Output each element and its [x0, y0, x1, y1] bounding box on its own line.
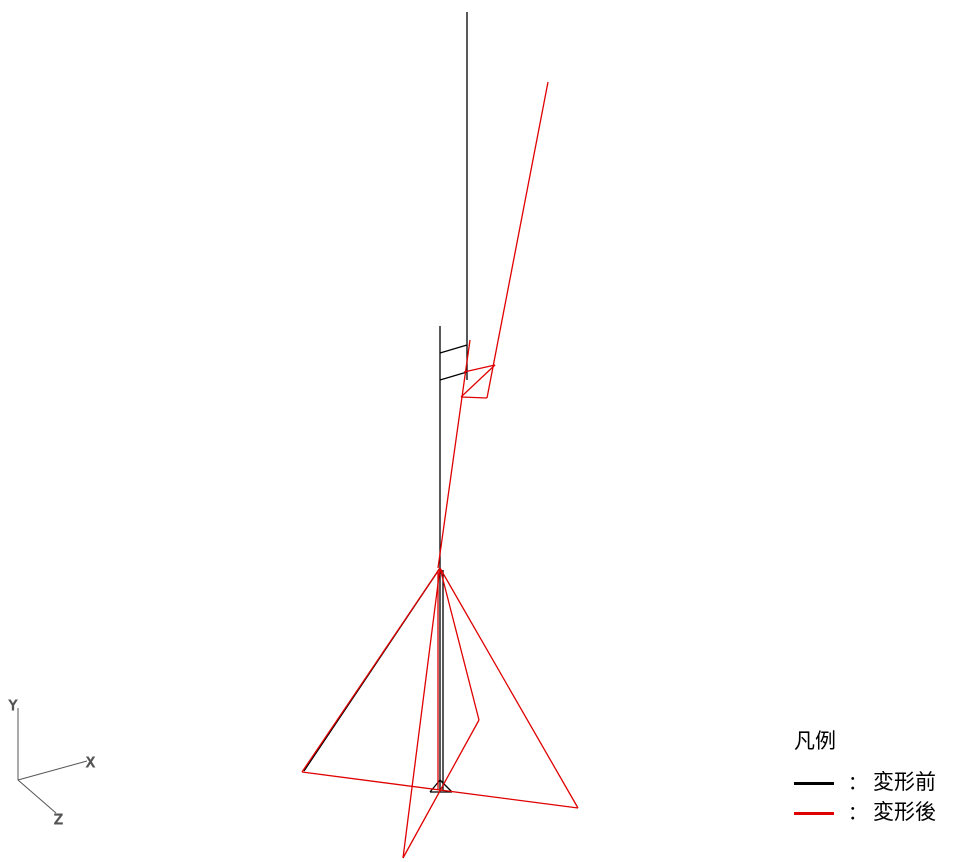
after-guy-right	[439, 567, 579, 809]
legend-label-before: 変形前	[873, 770, 937, 794]
x-axis-line	[17, 760, 88, 781]
before-brace-top	[439, 344, 468, 354]
legend-label-after: 変形後	[873, 800, 937, 824]
after-base-left-right	[301, 771, 579, 809]
before-base-triangle-right	[439, 779, 453, 793]
after-brace-mid	[460, 396, 488, 399]
legend-swatch-after	[794, 811, 834, 815]
legend-item-before: ： 変形前	[794, 766, 969, 796]
legend-title: 凡例	[794, 729, 836, 753]
z-axis-line	[17, 779, 57, 814]
after-mast-lower	[437, 339, 471, 569]
legend-swatch-before	[794, 781, 834, 785]
y-axis-label: Y	[8, 699, 17, 714]
legend-separator: ：	[848, 801, 868, 824]
after-guy-back	[402, 567, 441, 859]
axis-indicator: Y X Z	[8, 699, 96, 829]
legend-item-after: ： 変形後	[794, 796, 969, 826]
after-guy-left	[301, 567, 441, 773]
legend: 凡例 ： 変形前 ： 変形後	[794, 726, 969, 826]
x-axis-label: X	[86, 756, 95, 771]
z-axis-label: Z	[54, 813, 63, 828]
undeformed-structure	[303, 12, 468, 793]
deformed-structure	[301, 81, 579, 859]
before-brace-mid	[439, 371, 468, 381]
after-base-front-leg	[402, 719, 480, 859]
after-brace-diag	[460, 364, 496, 398]
after-mast-upper	[486, 81, 549, 399]
legend-separator: ：	[848, 771, 868, 794]
after-brace-top	[463, 364, 496, 373]
after-guy-front	[439, 567, 480, 721]
